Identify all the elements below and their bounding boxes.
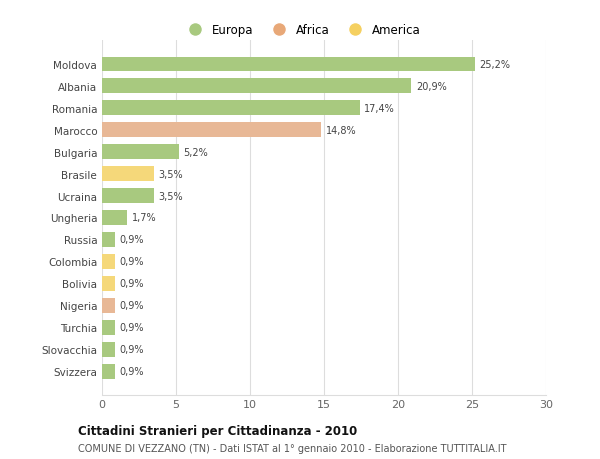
Bar	[102, 277, 115, 291]
Text: COMUNE DI VEZZANO (TN) - Dati ISTAT al 1° gennaio 2010 - Elaborazione TUTTITALIA: COMUNE DI VEZZANO (TN) - Dati ISTAT al 1…	[78, 443, 506, 453]
Bar	[102, 101, 359, 116]
Text: Cittadini Stranieri per Cittadinanza - 2010: Cittadini Stranieri per Cittadinanza - 2…	[78, 424, 357, 437]
Text: 5,2%: 5,2%	[184, 147, 208, 157]
Text: 1,7%: 1,7%	[131, 213, 156, 223]
Text: 0,9%: 0,9%	[120, 301, 144, 311]
Text: 20,9%: 20,9%	[416, 81, 446, 91]
Bar	[102, 233, 115, 247]
Text: 3,5%: 3,5%	[158, 169, 183, 179]
Text: 25,2%: 25,2%	[479, 60, 511, 69]
Text: 0,9%: 0,9%	[120, 345, 144, 355]
Text: 0,9%: 0,9%	[120, 279, 144, 289]
Bar	[102, 145, 179, 159]
Text: 0,9%: 0,9%	[120, 257, 144, 267]
Bar	[102, 342, 115, 357]
Bar	[102, 79, 412, 94]
Bar	[102, 299, 115, 313]
Bar	[102, 320, 115, 335]
Bar	[102, 189, 154, 203]
Bar	[102, 364, 115, 379]
Text: 0,9%: 0,9%	[120, 367, 144, 376]
Bar	[102, 167, 154, 181]
Bar	[102, 57, 475, 72]
Text: 0,9%: 0,9%	[120, 235, 144, 245]
Text: 14,8%: 14,8%	[325, 125, 356, 135]
Bar	[102, 211, 127, 225]
Text: 17,4%: 17,4%	[364, 103, 395, 113]
Bar	[102, 255, 115, 269]
Text: 3,5%: 3,5%	[158, 191, 183, 201]
Text: 0,9%: 0,9%	[120, 323, 144, 333]
Legend: Europa, Africa, America: Europa, Africa, America	[178, 19, 425, 41]
Bar	[102, 123, 321, 137]
